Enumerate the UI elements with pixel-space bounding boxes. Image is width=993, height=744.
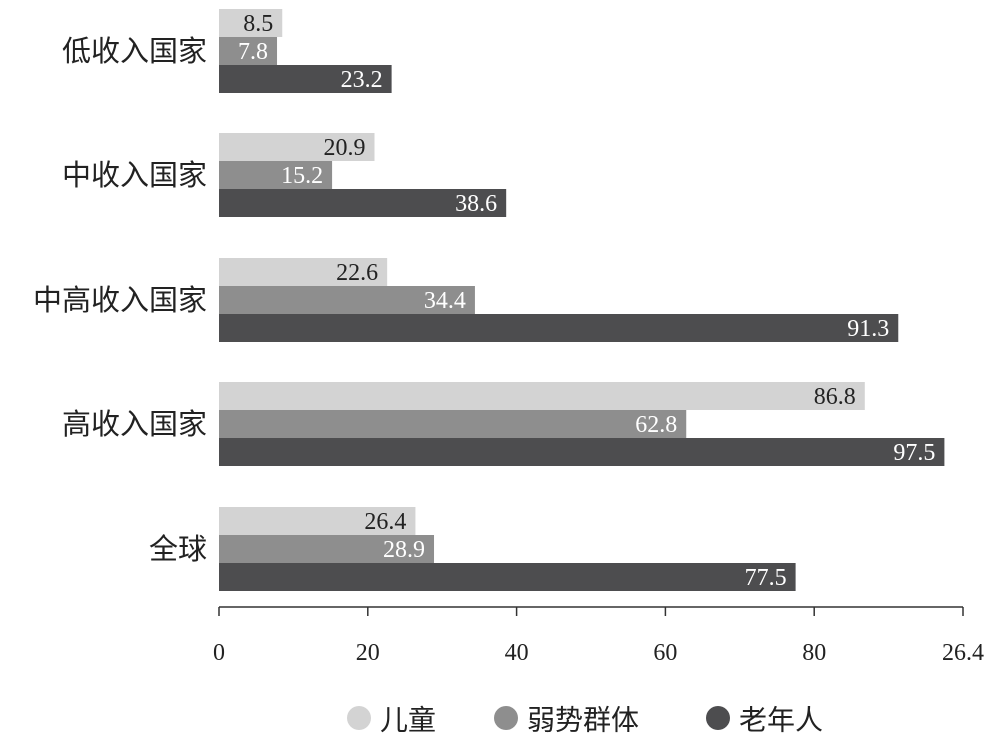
category-label: 高收入国家 xyxy=(62,407,207,441)
x-tick-label: 0 xyxy=(213,640,225,666)
bar xyxy=(219,382,865,410)
legend: 儿童 弱势群体 老年人 xyxy=(347,704,823,737)
data-label: 77.5 xyxy=(745,565,787,591)
x-tick-label: 26.4 xyxy=(942,640,984,666)
bar xyxy=(219,410,687,438)
data-label: 28.9 xyxy=(383,537,425,563)
x-tick-label: 20 xyxy=(356,640,380,666)
data-label: 86.8 xyxy=(814,384,856,410)
data-label: 62.8 xyxy=(635,412,677,438)
bar xyxy=(219,438,945,466)
category-label: 低收入国家 xyxy=(62,34,207,68)
data-label: 20.9 xyxy=(323,135,365,161)
data-label: 15.2 xyxy=(281,163,323,189)
data-label: 8.5 xyxy=(243,11,273,37)
legend-marker xyxy=(706,706,730,730)
bar xyxy=(219,507,416,535)
data-label: 34.4 xyxy=(424,288,466,314)
bar xyxy=(219,65,392,93)
legend-label: 老年人 xyxy=(739,704,823,737)
category-label: 中收入国家 xyxy=(62,158,207,192)
data-label: 38.6 xyxy=(455,191,497,217)
x-tick-label: 60 xyxy=(653,640,677,666)
legend-marker xyxy=(347,706,371,730)
bar xyxy=(219,161,333,189)
x-tick-label: 40 xyxy=(505,640,529,666)
legend-label: 弱势群体 xyxy=(527,704,639,737)
bar xyxy=(219,189,507,217)
bar xyxy=(219,133,375,161)
bar xyxy=(219,258,388,286)
data-label: 91.3 xyxy=(847,316,889,342)
data-label: 7.8 xyxy=(238,39,268,65)
category-label: 全球 xyxy=(149,532,207,566)
data-label: 97.5 xyxy=(893,440,935,466)
data-label: 22.6 xyxy=(336,260,378,286)
legend-label: 儿童 xyxy=(380,704,436,737)
data-label: 26.4 xyxy=(364,509,406,535)
bar xyxy=(219,37,278,65)
data-label: 23.2 xyxy=(341,67,383,93)
bar xyxy=(219,535,435,563)
legend-marker xyxy=(494,706,518,730)
bar xyxy=(219,9,283,37)
bar xyxy=(219,563,796,591)
category-label: 中高收入国家 xyxy=(33,283,207,317)
bars-group: 8.57.8 23.2 20.915.2 38.6 22.6 34.4 91.3 86.8 62… xyxy=(219,9,945,591)
x-tick-label: 80 xyxy=(802,640,826,666)
x-axis: 0 20 40 60 80 26.4 xyxy=(213,606,984,666)
bar xyxy=(219,286,475,314)
bar xyxy=(219,314,899,342)
